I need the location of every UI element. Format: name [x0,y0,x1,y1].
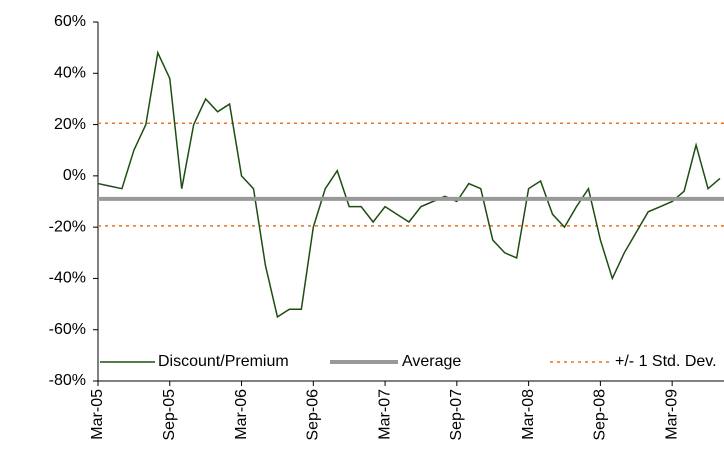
y-tick-label: -20% [49,218,86,235]
legend-label: Discount/Premium [158,353,289,370]
x-tick-label: Mar-08 [520,389,537,440]
legend-label: +/- 1 Std. Dev. [615,353,717,370]
y-tick-label: -40% [49,270,86,287]
y-tick-label: 0% [63,167,86,184]
data-line [97,50,721,319]
x-tick-label: Sep-05 [161,389,178,441]
y-tick-label: -80% [49,372,86,389]
y-tick-label: 60% [54,13,86,30]
x-tick-label: Mar-06 [233,389,250,440]
x-tick-label: Mar-07 [376,389,393,440]
x-tick-label: Sep-08 [592,389,609,441]
y-tick-label: -60% [49,321,86,338]
x-tick-label: Sep-06 [305,389,322,441]
x-tick-label: Mar-09 [663,389,680,440]
y-tick-label: 20% [54,116,86,133]
y-tick-label: 40% [54,65,86,82]
legend-label: Average [402,353,461,370]
x-tick-label: Mar-05 [89,389,106,440]
x-tick-label: Sep-07 [448,389,465,441]
